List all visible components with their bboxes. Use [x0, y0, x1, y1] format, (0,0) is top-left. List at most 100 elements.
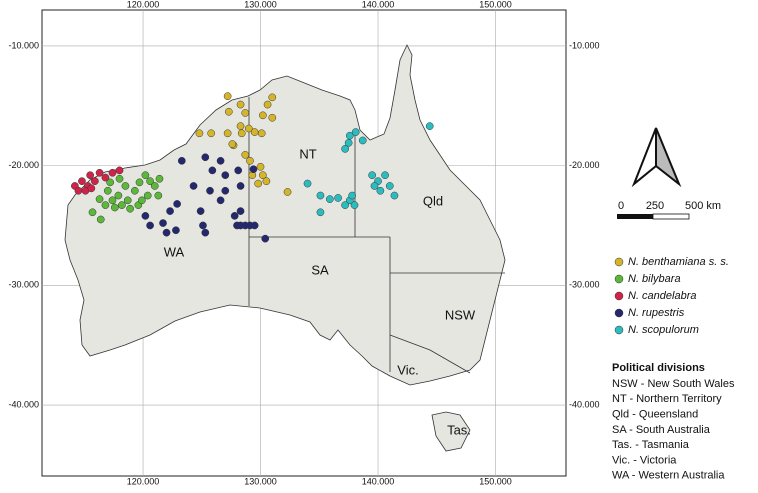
division-item: Vic. - Victoria: [612, 454, 677, 466]
point: [263, 100, 272, 109]
point: [341, 201, 349, 209]
mainland: [64, 44, 506, 386]
point: [236, 182, 245, 190]
division-item: Tas. - Tasmania: [612, 439, 690, 451]
point: [162, 228, 171, 237]
point: [135, 178, 144, 187]
x-tick-label: 140.000: [362, 0, 395, 9]
point: [189, 182, 198, 190]
region-label: Vic.: [397, 362, 418, 377]
scale-bar: 0 250 500 km: [617, 200, 721, 220]
region-label: Qld: [423, 193, 443, 208]
point: [141, 212, 150, 220]
y-tick-label: -20.000: [569, 160, 600, 170]
point: [143, 191, 152, 200]
point: [316, 208, 325, 217]
x-tick-label: 120.000: [127, 0, 160, 9]
point: [257, 129, 266, 138]
legend-marker: [614, 257, 624, 267]
point: [96, 215, 105, 224]
y-tick-label: -40.000: [8, 399, 39, 409]
legend-label: N. rupestris: [628, 307, 685, 319]
arrow-left: [631, 127, 657, 188]
point: [146, 177, 154, 186]
division-item: WA - Western Australia: [612, 470, 725, 482]
point: [172, 226, 180, 235]
point: [241, 109, 250, 117]
point: [259, 171, 267, 180]
point: [350, 201, 359, 209]
point: [177, 156, 186, 165]
region-label: SA: [311, 262, 329, 277]
region-label: Tas.: [447, 422, 471, 437]
point: [244, 124, 253, 133]
point: [344, 139, 353, 147]
point: [241, 150, 250, 159]
point: [250, 128, 259, 136]
y-tick-label: -40.000: [569, 399, 600, 409]
point: [228, 140, 237, 148]
point: [101, 173, 110, 182]
point: [118, 201, 126, 209]
point: [250, 221, 259, 230]
x-tick-label: 140.000: [362, 476, 395, 486]
region-label: WA: [164, 244, 185, 259]
x-tick-label: 150.000: [479, 0, 512, 9]
legend-marker: [614, 291, 624, 301]
point: [325, 195, 334, 203]
point: [91, 177, 99, 186]
point: [348, 191, 357, 200]
division-item: NT - Northern Territory: [612, 393, 722, 405]
point: [114, 191, 123, 200]
point: [246, 156, 254, 165]
point: [381, 171, 389, 180]
point: [196, 207, 205, 215]
legend-label: N. scopulorum: [628, 324, 699, 336]
y-tick-label: -30.000: [569, 280, 600, 290]
point: [316, 191, 325, 200]
point: [368, 171, 376, 180]
point: [154, 191, 163, 200]
point: [236, 122, 245, 130]
point: [150, 182, 159, 190]
point: [88, 208, 97, 217]
point: [230, 212, 239, 220]
point: [370, 182, 379, 190]
point: [141, 171, 150, 180]
point: [425, 122, 434, 130]
legend-label: N. bilybara: [628, 273, 681, 285]
point: [201, 228, 210, 237]
point: [221, 186, 230, 195]
legend-label: N. candelabra: [628, 290, 697, 302]
point: [195, 129, 204, 138]
scale-seg: [652, 213, 690, 220]
point: [206, 186, 214, 195]
point: [115, 166, 124, 175]
point: [173, 200, 181, 208]
arrow-right: [655, 127, 682, 188]
point: [159, 219, 167, 227]
legend-marker: [614, 325, 624, 335]
scale-label: 250: [646, 200, 664, 212]
north-arrow: [631, 127, 682, 188]
point: [234, 166, 243, 175]
point: [146, 221, 154, 230]
point: [121, 182, 130, 190]
point: [221, 171, 230, 180]
point: [216, 156, 225, 165]
point: [223, 129, 232, 138]
scale-seg: [617, 214, 653, 219]
x-tick-label: 130.000: [244, 0, 277, 9]
scale-label: 500 km: [685, 200, 721, 212]
point: [262, 177, 271, 186]
border: [389, 334, 471, 374]
point: [78, 177, 86, 186]
y-tick-label: -10.000: [8, 40, 39, 50]
point: [259, 111, 267, 120]
division-item: NSW - New South Wales: [612, 378, 735, 390]
point: [224, 107, 233, 116]
point: [249, 165, 258, 174]
x-tick-label: 150.000: [479, 476, 512, 486]
point: [358, 136, 367, 145]
point: [108, 168, 117, 177]
